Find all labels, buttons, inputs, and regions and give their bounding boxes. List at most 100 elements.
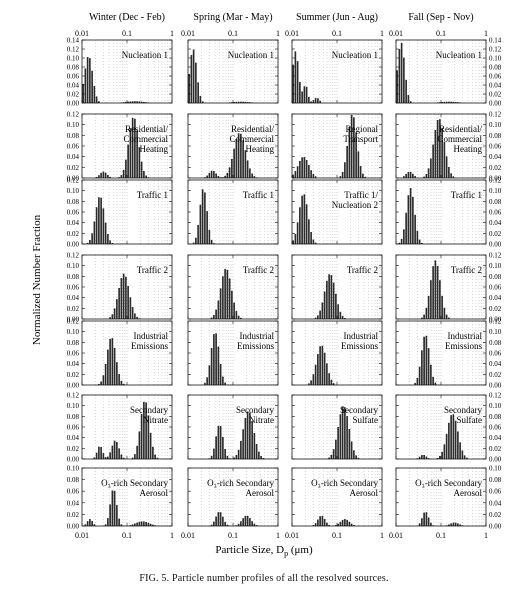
histogram-bar <box>418 239 421 244</box>
y-tick-label: 0.10 <box>67 55 80 63</box>
histogram-bar <box>418 366 421 385</box>
panel-label: Heating <box>140 144 169 154</box>
histogram-bar <box>332 383 335 385</box>
histogram-bar <box>339 414 342 459</box>
histogram-bar <box>308 219 310 244</box>
histogram-bar <box>237 449 240 459</box>
histogram-bar <box>100 172 102 178</box>
histogram-bar <box>208 172 211 178</box>
histogram-bar <box>219 364 222 385</box>
histogram-bar <box>332 282 335 319</box>
histogram-bar <box>396 70 398 103</box>
histogram-bar <box>131 306 134 319</box>
histogram-bar <box>240 133 242 178</box>
panel-label: Emissions <box>445 341 483 351</box>
y-tick-label: 0.02 <box>67 371 80 379</box>
x-tick-label: 1 <box>380 29 384 38</box>
panel-1-1: Nucleation 1 <box>81 39 173 104</box>
histogram-bar <box>258 451 260 459</box>
histogram-bar <box>231 290 233 319</box>
histogram-bar <box>323 352 326 385</box>
histogram-bar <box>129 297 132 319</box>
panel-label: Transport <box>343 134 378 144</box>
histogram-bar <box>147 415 150 459</box>
panel-1-3: Nucleation 1 <box>291 39 383 104</box>
y-tick-label: 0.04 <box>67 153 80 161</box>
histogram-bar <box>237 101 240 103</box>
histogram-bar <box>357 457 360 459</box>
x-axis-title: Particle Size, Dp (μm) <box>215 544 313 558</box>
histogram-bar <box>206 175 208 178</box>
panel-3-3: Traffic 1/Nucleation 2 <box>291 179 383 245</box>
x-tick-label: 0.1 <box>332 531 342 540</box>
histogram-bar <box>120 454 123 459</box>
histogram-bar <box>210 317 213 319</box>
histogram-bar <box>111 314 114 319</box>
histogram-bar <box>292 240 294 244</box>
y-tick-label: 0.00 <box>489 241 502 249</box>
histogram-bar <box>233 302 235 319</box>
histogram-bar <box>89 58 91 103</box>
histogram-bar <box>213 448 215 459</box>
histogram-bar <box>233 101 235 103</box>
y-tick-label: 0.10 <box>67 328 80 336</box>
histogram-bar <box>409 101 412 103</box>
histogram-bar <box>127 144 129 178</box>
histogram-bar <box>116 299 118 319</box>
histogram-bar <box>423 336 425 385</box>
histogram-bar <box>450 173 452 178</box>
y-tick-label: 0.06 <box>67 284 80 292</box>
histogram-bar <box>102 208 105 244</box>
panel-4-3: Traffic 2 <box>291 254 383 320</box>
histogram-bar <box>416 377 419 385</box>
histogram-bar <box>118 374 120 385</box>
histogram-bar <box>86 521 89 526</box>
histogram-bar <box>226 455 229 459</box>
histogram-bar <box>303 194 306 244</box>
histogram-bar <box>93 221 96 244</box>
histogram-bar <box>434 382 437 385</box>
histogram-bar <box>219 426 222 459</box>
y-tick-label: 0.10 <box>489 121 502 129</box>
y-tick-label: 0.14 <box>67 37 80 45</box>
histogram-bar <box>199 204 202 244</box>
y-tick-label: 0.08 <box>489 339 502 347</box>
histogram-bar <box>217 175 220 178</box>
histogram-bar <box>249 412 251 459</box>
histogram-bar <box>235 310 238 319</box>
histogram-bar <box>457 102 459 103</box>
histogram-bar <box>95 452 98 459</box>
histogram-bar <box>430 522 432 526</box>
panel-label: O₃-rich Secondary <box>101 478 168 488</box>
histogram-bar <box>210 455 213 459</box>
y-tick-label: 0.06 <box>489 350 502 358</box>
histogram-bar <box>147 522 150 526</box>
histogram-bar <box>308 96 310 103</box>
histogram-bar <box>441 127 443 178</box>
histogram-bar <box>91 233 93 244</box>
histogram-bar <box>145 175 147 178</box>
histogram-bar <box>149 432 152 459</box>
histogram-bar <box>425 456 428 459</box>
histogram-bar <box>215 436 217 459</box>
y-tick-label: 0.06 <box>489 424 502 432</box>
histogram-bar <box>217 300 220 319</box>
histogram-bar <box>346 519 348 526</box>
histogram-bar <box>328 373 330 385</box>
panel-label: Industrial <box>344 331 379 341</box>
histogram-bar <box>213 334 215 385</box>
y-tick-label: 0.10 <box>489 55 502 63</box>
histogram-bar <box>423 176 425 178</box>
histogram-bar <box>235 138 238 178</box>
histogram-bar <box>235 454 238 459</box>
histogram-bar <box>93 86 96 103</box>
histogram-bar <box>403 229 405 244</box>
y-tick-label: 0.12 <box>67 111 80 119</box>
histogram-bar <box>253 176 256 178</box>
histogram-bar <box>432 144 434 178</box>
histogram-bar <box>233 148 235 178</box>
y-tick-label: 0.02 <box>489 164 502 172</box>
